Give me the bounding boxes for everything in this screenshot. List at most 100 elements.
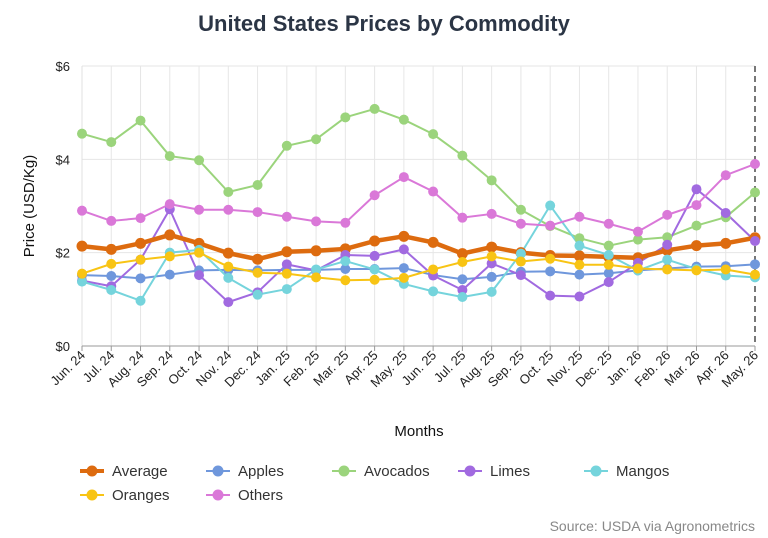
data-point-avocados [428, 129, 439, 140]
data-point-oranges [750, 269, 760, 280]
data-point-others [691, 200, 702, 211]
data-point-average [76, 240, 88, 252]
data-point-limes [603, 277, 614, 288]
chart-title: United States Prices by Commodity [198, 11, 570, 36]
data-point-mangos [486, 286, 497, 297]
data-point-oranges [369, 274, 380, 285]
y-tick-label: $2 [56, 246, 70, 261]
legend-marker-average [86, 465, 98, 477]
source-note: Source: USDA via Agronometrics [550, 518, 755, 534]
data-point-others [194, 204, 205, 215]
series-line-avocados [81, 107, 756, 247]
series-line-apples [81, 263, 756, 281]
data-point-others [486, 208, 497, 219]
data-point-average [369, 235, 381, 247]
data-point-others [632, 226, 643, 237]
data-point-others [545, 220, 556, 231]
data-point-apples [545, 266, 556, 277]
data-point-oranges [164, 251, 175, 262]
data-point-avocados [750, 187, 760, 198]
legend-marker-mangos [590, 465, 602, 477]
data-point-others [340, 217, 351, 228]
data-point-others [77, 205, 87, 216]
data-point-mangos [545, 200, 556, 211]
data-point-oranges [106, 258, 117, 269]
data-point-avocados [340, 112, 351, 123]
data-point-average [690, 240, 702, 252]
data-point-mangos [281, 284, 292, 295]
data-point-limes [720, 208, 731, 218]
data-point-oranges [223, 261, 234, 272]
data-point-limes [398, 244, 409, 255]
data-point-oranges [515, 256, 526, 267]
data-point-average [486, 241, 498, 253]
data-point-average [281, 246, 293, 258]
data-point-mangos [662, 254, 673, 265]
legend-marker-oranges [86, 489, 98, 501]
data-point-oranges [457, 257, 468, 267]
data-point-oranges [691, 265, 702, 276]
data-point-oranges [194, 247, 205, 258]
y-tick-label: $0 [56, 339, 70, 354]
data-point-oranges [720, 264, 731, 275]
data-point-oranges [662, 264, 673, 275]
data-point-others [515, 218, 526, 229]
data-point-avocados [691, 220, 702, 231]
data-point-avocados [603, 240, 614, 251]
data-point-others [369, 190, 380, 201]
data-point-average [105, 243, 117, 255]
data-point-oranges [428, 264, 439, 275]
data-point-others [662, 209, 673, 220]
data-point-avocados [662, 232, 673, 243]
data-point-others [164, 199, 175, 210]
data-point-avocados [223, 187, 234, 197]
series-line-others [81, 163, 756, 233]
data-point-oranges [77, 268, 87, 279]
data-point-apples [750, 259, 760, 270]
data-point-average [252, 253, 264, 265]
data-point-oranges [603, 259, 614, 270]
data-point-oranges [281, 268, 292, 279]
data-point-others [135, 213, 146, 224]
data-point-apples [164, 269, 175, 280]
data-point-limes [515, 270, 526, 281]
data-point-mangos [340, 256, 351, 267]
data-point-others [603, 218, 614, 229]
data-point-avocados [106, 137, 117, 148]
data-point-others [106, 215, 117, 226]
data-point-oranges [574, 259, 585, 270]
legend-label-oranges: Oranges [112, 487, 170, 504]
marker-layer [77, 103, 760, 308]
series-layer [76, 107, 761, 304]
data-point-limes [545, 290, 556, 301]
data-point-average [720, 237, 732, 249]
legend-marker-avocados [338, 465, 350, 477]
data-point-others [428, 186, 439, 197]
data-point-avocados [457, 150, 468, 161]
data-point-avocados [369, 103, 380, 114]
data-point-mangos [428, 286, 439, 297]
data-point-limes [457, 285, 468, 295]
data-point-average [427, 236, 439, 248]
data-point-others [457, 212, 468, 223]
data-point-others [750, 159, 760, 169]
data-point-others [281, 211, 292, 222]
data-point-apples [135, 273, 146, 284]
legend-marker-others [212, 489, 224, 501]
data-point-avocados [486, 175, 497, 186]
data-point-average [398, 230, 410, 242]
data-point-apples [340, 264, 351, 274]
legend-label-avocados: Avocados [364, 463, 430, 480]
data-point-mangos [457, 292, 468, 302]
data-point-average [164, 229, 176, 241]
legend-label-limes: Limes [490, 463, 530, 480]
data-point-mangos [77, 276, 87, 287]
data-point-mangos [515, 248, 526, 259]
data-point-mangos [311, 264, 322, 275]
data-point-mangos [106, 285, 117, 295]
data-point-limes [486, 258, 497, 269]
data-point-limes [194, 270, 205, 281]
data-point-avocados [574, 233, 585, 244]
data-point-mangos [369, 264, 380, 275]
